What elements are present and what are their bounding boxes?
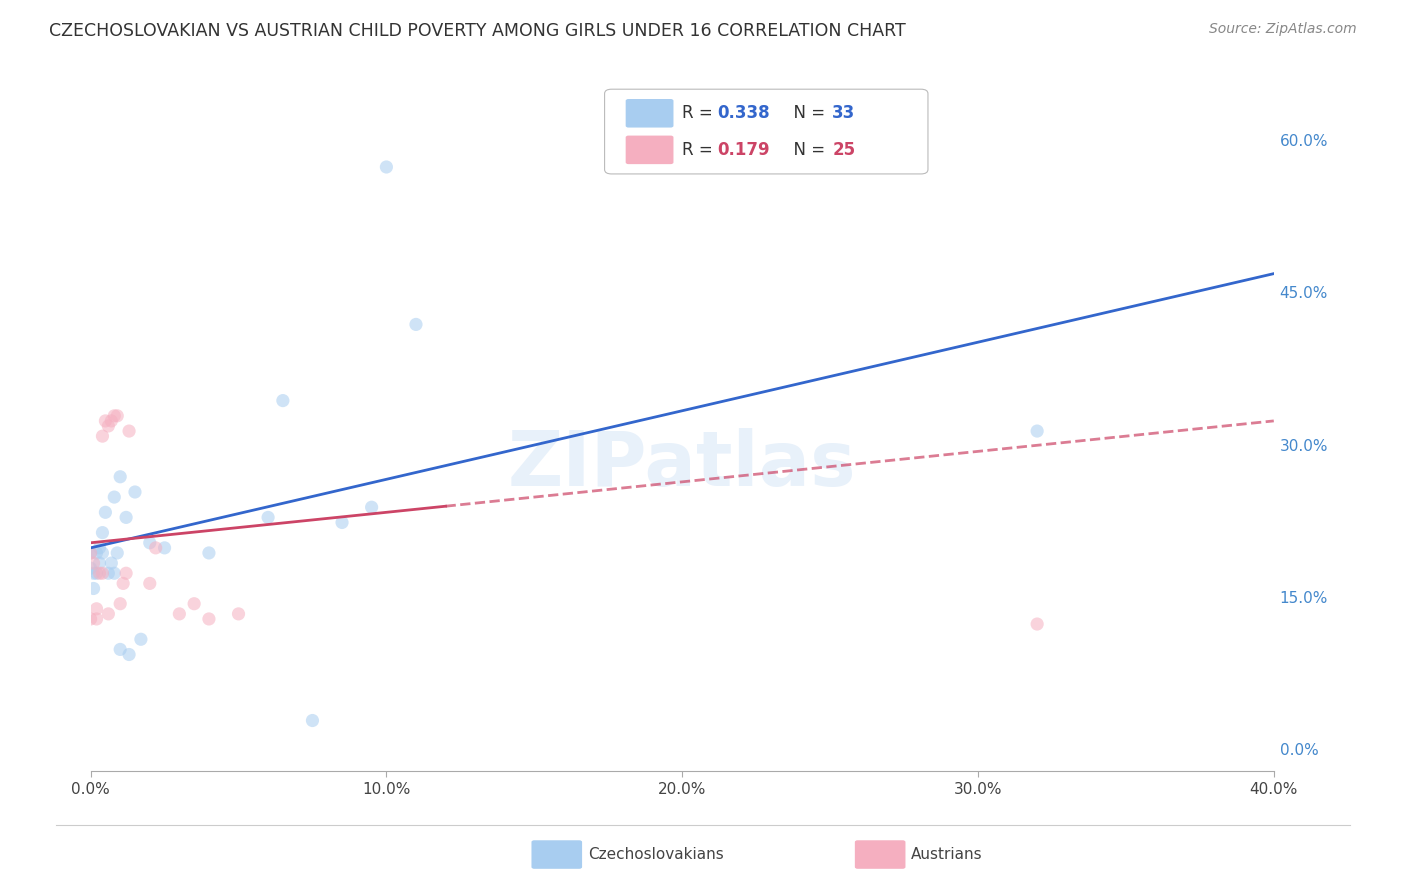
- Point: [91, 566, 114, 581]
- Point: [375, 160, 398, 174]
- Point: [1026, 617, 1049, 632]
- Point: [108, 597, 131, 611]
- Point: [97, 607, 120, 621]
- Point: [97, 419, 120, 434]
- Point: [139, 576, 162, 591]
- Text: Source: ZipAtlas.com: Source: ZipAtlas.com: [1209, 22, 1357, 37]
- Point: [100, 556, 122, 570]
- Point: [100, 414, 122, 428]
- Point: [153, 541, 176, 555]
- Point: [198, 612, 221, 626]
- Text: ZIPatlas: ZIPatlas: [508, 428, 856, 502]
- Text: 60.0%: 60.0%: [1279, 134, 1329, 149]
- Point: [83, 556, 105, 570]
- Point: [115, 510, 138, 524]
- Point: [89, 556, 111, 570]
- Text: 0.179: 0.179: [717, 141, 769, 159]
- Point: [91, 525, 114, 540]
- Point: [91, 429, 114, 443]
- Text: 0.338: 0.338: [717, 104, 769, 122]
- Point: [94, 505, 117, 519]
- Point: [97, 566, 120, 581]
- Point: [79, 546, 101, 560]
- Point: [1026, 424, 1049, 438]
- Point: [105, 409, 128, 423]
- Point: [330, 516, 353, 530]
- Point: [89, 541, 111, 555]
- Point: [405, 318, 427, 332]
- Point: [108, 469, 131, 483]
- Text: 30.0%: 30.0%: [1279, 439, 1329, 454]
- Text: Austrians: Austrians: [911, 847, 983, 862]
- Text: 45.0%: 45.0%: [1279, 286, 1329, 301]
- Point: [86, 612, 108, 626]
- Text: N =: N =: [783, 141, 831, 159]
- Text: R =: R =: [682, 141, 718, 159]
- Point: [118, 424, 141, 438]
- Point: [145, 541, 167, 555]
- Point: [86, 602, 108, 616]
- Point: [103, 409, 125, 423]
- Point: [129, 632, 152, 647]
- Text: CZECHOSLOVAKIAN VS AUSTRIAN CHILD POVERTY AMONG GIRLS UNDER 16 CORRELATION CHART: CZECHOSLOVAKIAN VS AUSTRIAN CHILD POVERT…: [49, 22, 905, 40]
- Point: [169, 607, 191, 621]
- Point: [112, 576, 135, 591]
- Point: [271, 393, 294, 408]
- Point: [79, 561, 101, 575]
- Point: [108, 642, 131, 657]
- Point: [86, 566, 108, 581]
- Point: [198, 546, 221, 560]
- Point: [105, 546, 128, 560]
- Point: [89, 566, 111, 581]
- Text: Czechoslovakians: Czechoslovakians: [588, 847, 724, 862]
- Point: [103, 490, 125, 504]
- Point: [103, 566, 125, 581]
- Point: [301, 714, 323, 728]
- Text: 0.0%: 0.0%: [1279, 744, 1319, 758]
- Point: [79, 546, 101, 560]
- Point: [86, 546, 108, 560]
- Point: [91, 546, 114, 560]
- Point: [118, 648, 141, 662]
- Point: [360, 500, 382, 515]
- Point: [139, 536, 162, 550]
- Text: 33: 33: [832, 104, 856, 122]
- Point: [83, 582, 105, 596]
- Point: [257, 510, 280, 524]
- Point: [228, 607, 250, 621]
- Text: N =: N =: [783, 104, 831, 122]
- Point: [115, 566, 138, 581]
- Point: [183, 597, 205, 611]
- Text: 15.0%: 15.0%: [1279, 591, 1329, 607]
- Point: [79, 612, 101, 626]
- Point: [83, 566, 105, 581]
- Point: [94, 414, 117, 428]
- Text: 25: 25: [832, 141, 855, 159]
- Point: [124, 485, 146, 500]
- Text: R =: R =: [682, 104, 718, 122]
